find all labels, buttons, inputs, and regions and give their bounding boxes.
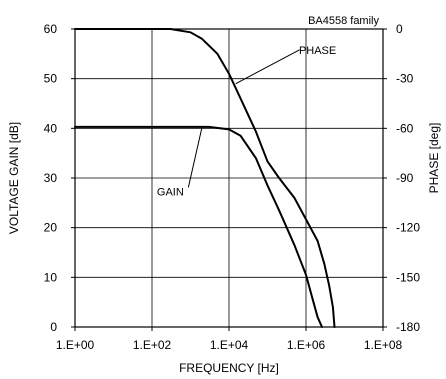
y-axis-ticks: 0 10 20 30 40 50 60 — [44, 22, 75, 334]
x-axis-title: FREQUENCY [Hz] — [179, 361, 279, 375]
x-tick-label: 1.E+06 — [287, 338, 326, 352]
y-tick-label: 30 — [44, 171, 58, 185]
y2-tick-label: 0 — [396, 22, 403, 36]
annotation-gain: GAIN — [157, 186, 184, 198]
series-group — [74, 28, 336, 328]
x-axis-ticks: 1.E+00 1.E+02 1.E+04 1.E+06 1.E+08 — [56, 327, 403, 352]
annotation-leader-phase — [235, 49, 300, 85]
y2-tick-label: -120 — [396, 221, 420, 235]
y-tick-label: 0 — [50, 320, 57, 334]
x-tick-label: 1.E+00 — [56, 338, 95, 352]
annotation-leader-gain — [187, 126, 203, 188]
y2-tick-label: -180 — [396, 320, 420, 334]
y2-axis-title: PHASE [deg] — [427, 123, 441, 194]
x-tick-label: 1.E+04 — [210, 338, 249, 352]
y-tick-label: 50 — [44, 72, 58, 86]
y-tick-label: 10 — [44, 270, 58, 284]
chart-subtitle: BA4558 family — [308, 15, 379, 27]
series-line-phase — [74, 28, 336, 328]
annotations: PHASE GAIN — [157, 45, 336, 199]
y-tick-label: 20 — [44, 221, 58, 235]
y2-tick-label: -150 — [396, 270, 420, 284]
y2-axis-ticks: 0 -30 -60 -90 -120 -150 -180 — [383, 22, 420, 334]
annotation-phase: PHASE — [299, 45, 336, 57]
y2-tick-label: -30 — [396, 72, 414, 86]
y-axis-title: VOLTAGE GAIN [dB] — [7, 122, 21, 234]
y-tick-label: 40 — [44, 121, 58, 135]
y2-tick-label: -60 — [396, 121, 414, 135]
y-tick-label: 60 — [44, 22, 58, 36]
x-tick-label: 1.E+02 — [133, 338, 172, 352]
x-tick-label: 1.E+08 — [364, 338, 403, 352]
y2-tick-label: -90 — [396, 171, 414, 185]
series-line-gain — [74, 125, 323, 328]
